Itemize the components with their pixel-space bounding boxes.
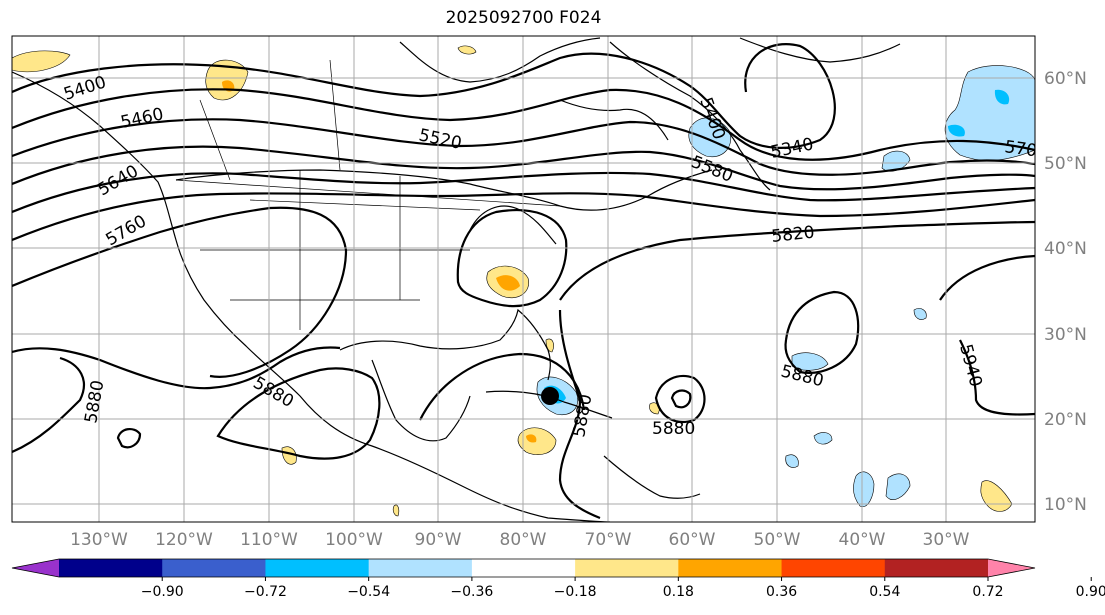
lon-label: 30°W (923, 530, 970, 550)
contour-label: 5640 (95, 161, 142, 200)
gridlines (12, 36, 1035, 522)
contour-label: 5760 (103, 211, 150, 250)
colorbar-tick-label: −0.72 (244, 584, 287, 600)
contour-label: 5520 (417, 125, 463, 154)
map-frame (11, 35, 1036, 523)
lat-label: 50°N (1044, 154, 1087, 174)
longitude-labels: 130°W 120°W 110°W 100°W 90°W 80°W 70°W 6… (70, 530, 970, 550)
lon-label: 100°W (325, 530, 383, 550)
lon-label: 120°W (155, 530, 213, 550)
lon-label: 40°W (839, 530, 886, 550)
colorbar-tick-label: −0.36 (450, 584, 493, 600)
colorbar-tick-label: 0.18 (663, 584, 694, 600)
lat-label: 30°N (1044, 325, 1087, 345)
lon-label: 50°W (754, 530, 801, 550)
colorbar-tick-label: 0.90 (1076, 584, 1105, 600)
colorbar-extend-low (12, 559, 59, 577)
contour-label: 5880 (652, 419, 695, 439)
colorbar-segment (884, 559, 989, 577)
shade-patch-labrador-sea (688, 117, 732, 158)
colorbar-segment (471, 559, 576, 577)
contour-label: 5820 (770, 223, 815, 247)
height-contours (12, 43, 1035, 520)
colorbar-tick-label: −0.18 (554, 584, 597, 600)
colorbar-segment (368, 559, 473, 577)
political-borders (175, 59, 561, 330)
lat-label: 20°N (1044, 410, 1087, 430)
contour-label: 5880 (81, 379, 108, 425)
colorbar-tick-label: −0.90 (141, 584, 184, 600)
map-title: 2025092700 F024 (445, 8, 602, 28)
colorbar-tick-label: 0.72 (972, 584, 1003, 600)
contour-label: 5460 (119, 104, 165, 133)
lat-label: 40°N (1044, 239, 1087, 259)
lon-label: 60°W (669, 530, 716, 550)
cyclone-center-marker (541, 387, 559, 405)
colorbar-segment (678, 559, 783, 577)
lon-label: 130°W (70, 530, 128, 550)
lon-label: 70°W (585, 530, 632, 550)
lon-label: 80°W (500, 530, 547, 550)
colorbar-segment (265, 559, 370, 577)
colorbar-tick-label: −0.54 (347, 584, 390, 600)
colorbar-segment (162, 559, 266, 577)
lat-label: 10°N (1044, 495, 1087, 515)
colorbar: −0.90 −0.72 −0.54 −0.36 −0.18 0.18 0.36 0.54 0.7… (11, 558, 1105, 600)
colorbar-segment (575, 559, 679, 577)
colorbar-tick-label: 0.36 (766, 584, 797, 600)
contour-label: 5700 (1003, 137, 1049, 163)
shade-patch-caribbean (517, 427, 557, 455)
latitude-labels: 60°N 50°N 40°N 30°N 20°N 10°N (1044, 69, 1087, 515)
colorbar-extend-high (988, 559, 1035, 577)
colorbar-segment (59, 559, 163, 577)
shade-patch-ne-pacific (12, 50, 71, 73)
shade-patch-north-atlantic (944, 65, 1035, 161)
colorbar-tick-label: 0.54 (869, 584, 900, 600)
contour-label: 5940 (955, 342, 986, 389)
colorbar-segment (781, 559, 886, 577)
lon-label: 110°W (240, 530, 298, 550)
colorbar-outline (11, 558, 1036, 578)
lat-label: 60°N (1044, 69, 1087, 89)
lon-label: 90°W (415, 530, 462, 550)
contour-label: 5580 (688, 152, 736, 187)
